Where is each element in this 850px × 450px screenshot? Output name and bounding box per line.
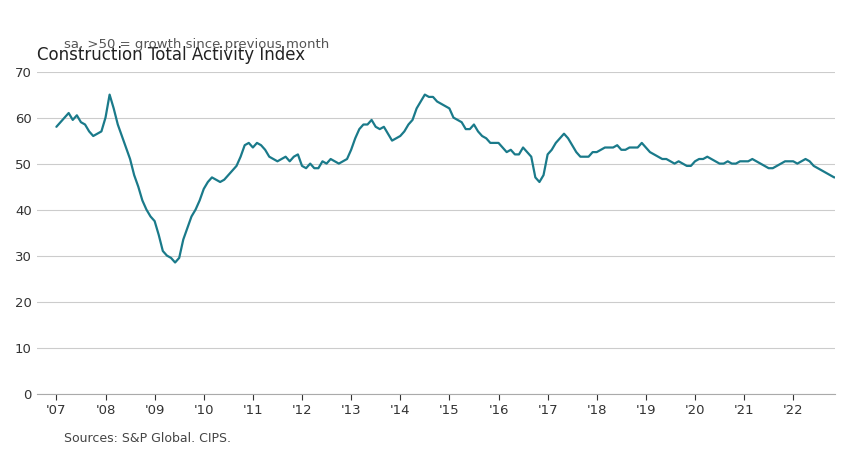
Text: sa, >50 = growth since previous month: sa, >50 = growth since previous month bbox=[64, 38, 329, 51]
Text: Sources: S&P Global. CIPS.: Sources: S&P Global. CIPS. bbox=[64, 432, 230, 446]
Text: Construction Total Activity Index: Construction Total Activity Index bbox=[37, 46, 305, 64]
